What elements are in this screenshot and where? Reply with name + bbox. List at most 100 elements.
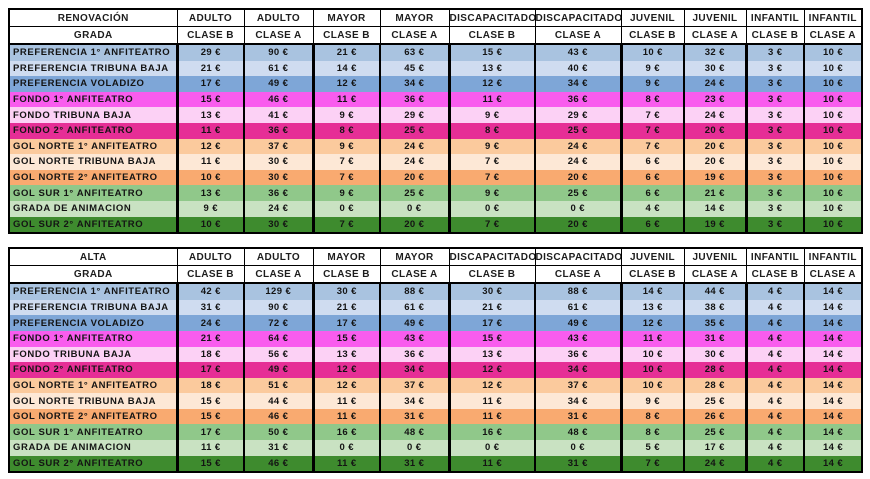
row-label: FONDO TRIBUNA BAJA xyxy=(13,109,132,121)
price-cell: 29 € xyxy=(379,107,449,123)
column-class-header: CLASE B xyxy=(312,26,381,45)
price-cell: 11 € xyxy=(447,455,535,473)
row-header-label: GRADA xyxy=(8,26,178,45)
table-row: GOL SUR 1° ANFITEATRO 13 €36 €9 €25 €9 €2… xyxy=(9,185,862,201)
row-label: FONDO 1° ANFITEATRO xyxy=(13,333,134,345)
column-group-header: DISCAPACITADO xyxy=(534,8,622,27)
price-cell: 0 € xyxy=(534,440,621,456)
price-cell: 16 € xyxy=(447,424,535,441)
price-cell: 4 € xyxy=(744,424,804,441)
price-cell: 7 € xyxy=(447,154,535,170)
price-cell: 46 € xyxy=(243,91,313,108)
price-cell: 25 € xyxy=(379,122,449,139)
price-cell: 10 € xyxy=(803,44,862,61)
price-cell: 14 € xyxy=(311,60,380,77)
price-cell: 11 € xyxy=(311,455,380,473)
price-cell: 3 € xyxy=(744,138,804,155)
column-class-header: CLASE B xyxy=(620,265,685,285)
price-cell: 14 € xyxy=(803,346,862,363)
price-cell: 21 € xyxy=(447,299,535,316)
price-cell: 15 € xyxy=(447,330,535,347)
price-cell: 25 € xyxy=(534,185,621,201)
price-cell: 3 € xyxy=(744,154,804,170)
price-cell: 15 € xyxy=(175,393,244,409)
price-cell: 12 € xyxy=(447,76,535,92)
table-title: ALTA xyxy=(8,247,178,267)
price-cell: 49 € xyxy=(534,315,621,331)
price-cell: 9 € xyxy=(311,107,380,123)
price-cell: 14 € xyxy=(803,424,862,441)
column-group-header: MAYOR xyxy=(312,247,381,267)
price-cell: 21 € xyxy=(311,44,380,61)
price-cell: 6 € xyxy=(619,169,684,186)
price-cell: 4 € xyxy=(744,455,804,473)
column-class-header: CLASE A xyxy=(243,26,314,45)
price-cell: 10 € xyxy=(803,76,862,92)
price-cell: 36 € xyxy=(379,91,449,108)
price-cell: 61 € xyxy=(243,60,313,77)
price-cell: 31 € xyxy=(683,330,746,347)
table-row: GRADA DE ANIMACION 9 €24 €0 €0 €0 €0 €4 €… xyxy=(9,200,862,217)
column-group-header: JUVENIL xyxy=(683,247,747,267)
price-cell: 13 € xyxy=(447,60,535,77)
row-label: PREFERENCIA TRIBUNA BAJA xyxy=(13,302,169,314)
column-class-header: CLASE A xyxy=(534,26,622,45)
price-cell: 14 € xyxy=(803,330,862,347)
price-cell: 37 € xyxy=(379,377,449,394)
price-cell: 11 € xyxy=(447,91,535,108)
price-cell: 129 € xyxy=(243,283,313,300)
price-cell: 63 € xyxy=(379,44,449,61)
column-class-header: CLASE A xyxy=(243,265,314,285)
price-cell: 30 € xyxy=(683,346,746,363)
price-cell: 10 € xyxy=(619,362,684,378)
price-cell: 29 € xyxy=(175,44,244,61)
price-cell: 10 € xyxy=(803,122,862,139)
column-class-header: CLASE B xyxy=(745,265,805,285)
price-cell: 25 € xyxy=(683,393,746,409)
price-cell: 14 € xyxy=(803,377,862,394)
price-cell: 12 € xyxy=(175,138,244,155)
table-row: GOL SUR 2° ANFITEATRO 10 €30 €7 €20 €7 €2… xyxy=(9,216,862,234)
price-cell: 10 € xyxy=(803,169,862,186)
column-group-header-row: RENOVACIÓN ADULTO ADULTO MAYOR MAYOR DISCAPA… xyxy=(8,8,863,27)
price-table-alta: ALTA ADULTO ADULTO MAYOR MAYOR DISCAPACITADO… xyxy=(8,247,863,474)
price-cell: 13 € xyxy=(175,107,244,123)
price-cell: 7 € xyxy=(619,107,684,123)
price-cell: 31 € xyxy=(534,455,621,473)
table-row: FONDO TRIBUNA BAJA 13 €41 €9 €29 €9 €29 €… xyxy=(9,107,862,123)
price-cell: 4 € xyxy=(744,393,804,409)
price-cell: 8 € xyxy=(619,91,684,108)
column-group-header: DISCAPACITADO xyxy=(534,247,622,267)
row-label: FONDO 2° ANFITEATRO xyxy=(13,125,134,137)
column-group-header: JUVENIL xyxy=(620,247,685,267)
column-group-header: DISCAPACITADO xyxy=(448,247,536,267)
price-cell: 11 € xyxy=(447,408,535,425)
price-cell: 23 € xyxy=(683,91,746,108)
column-class-header: CLASE B xyxy=(176,265,245,285)
price-cell: 12 € xyxy=(311,362,380,378)
price-cell: 10 € xyxy=(619,377,684,394)
price-cell: 30 € xyxy=(243,169,313,186)
price-cell: 36 € xyxy=(534,346,621,363)
price-cell: 18 € xyxy=(175,377,244,394)
price-cell: 46 € xyxy=(243,455,313,473)
price-cell: 3 € xyxy=(744,76,804,92)
table-row: FONDO 1° ANFITEATRO 15 €46 €11 €36 €11 €3… xyxy=(9,91,862,108)
price-cell: 0 € xyxy=(311,440,380,456)
price-cell: 30 € xyxy=(243,216,313,234)
price-cell: 24 € xyxy=(534,154,621,170)
price-cell: 13 € xyxy=(175,185,244,201)
price-cell: 7 € xyxy=(447,169,535,186)
row-label: FONDO TRIBUNA BAJA xyxy=(13,348,132,360)
price-cell: 14 € xyxy=(683,200,746,217)
price-cell: 10 € xyxy=(803,60,862,77)
price-cell: 46 € xyxy=(243,408,313,425)
price-cell: 36 € xyxy=(243,122,313,139)
price-cell: 9 € xyxy=(175,200,244,217)
row-header-label: GRADA xyxy=(8,265,178,285)
price-cell: 17 € xyxy=(175,362,244,378)
price-cell: 3 € xyxy=(744,44,804,61)
price-cell: 11 € xyxy=(175,154,244,170)
price-cell: 24 € xyxy=(379,154,449,170)
column-class-header: CLASE B xyxy=(620,26,685,45)
